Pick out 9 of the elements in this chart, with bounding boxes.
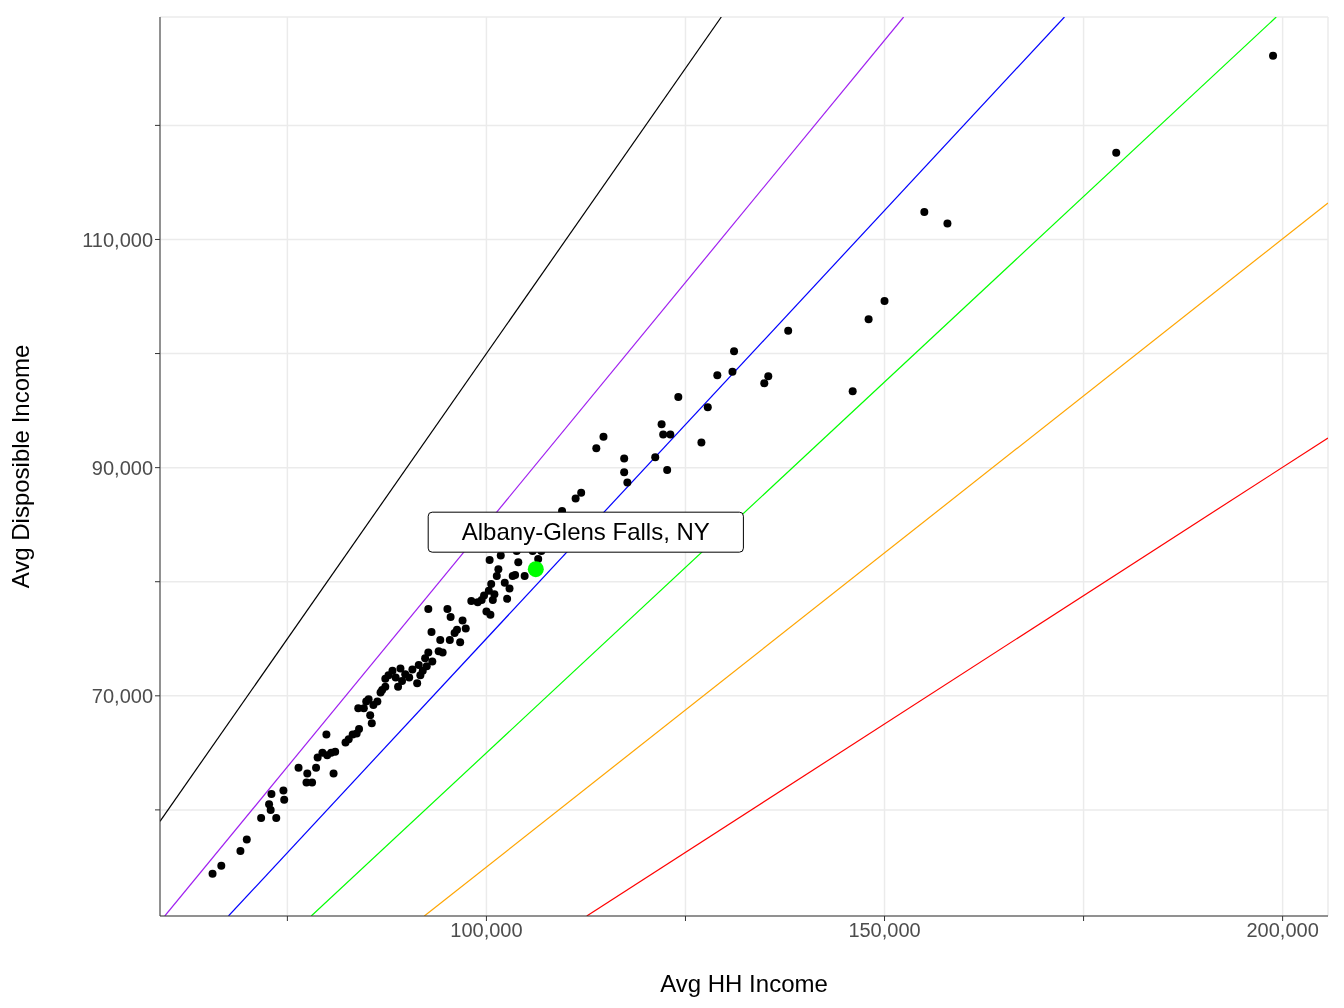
x-tick-label: 100,000 (450, 919, 523, 942)
annotation: Albany-Glens Falls, NY (461, 518, 710, 546)
x-axis-title: Avg HH Income (660, 970, 828, 997)
y-axis-title: Avg Disposible Income (6, 344, 34, 589)
x-tick-label: 150,000 (848, 919, 921, 942)
y-tick-label: 90,000 (91, 456, 153, 479)
y-tick-label: 70,000 (91, 684, 153, 707)
y-tick-label: 110,000 (82, 228, 153, 251)
x-tick-label: 200,000 (1246, 919, 1319, 942)
